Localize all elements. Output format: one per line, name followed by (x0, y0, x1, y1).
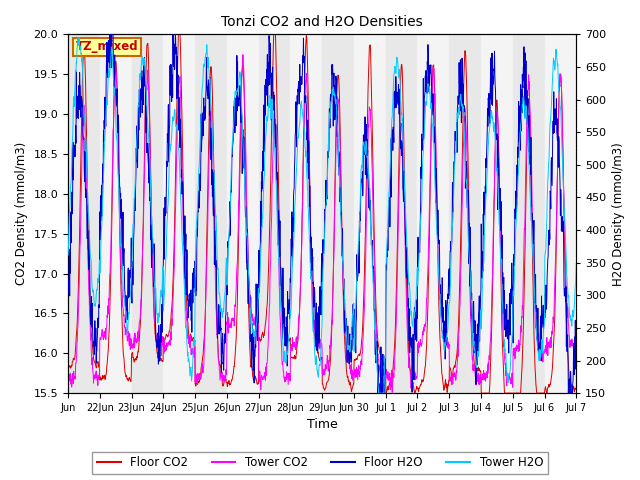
Legend: Floor CO2, Tower CO2, Floor H2O, Tower H2O: Floor CO2, Tower CO2, Floor H2O, Tower H… (92, 452, 548, 474)
Bar (513, 35, 545, 393)
Bar (132, 35, 163, 393)
Bar (481, 35, 513, 393)
Bar (291, 35, 322, 393)
Y-axis label: H2O Density (mmol/m3): H2O Density (mmol/m3) (612, 142, 625, 286)
Bar (545, 35, 576, 393)
Bar (227, 35, 259, 393)
Text: TZ_mixed: TZ_mixed (76, 40, 138, 53)
Bar (449, 35, 481, 393)
X-axis label: Time: Time (307, 419, 337, 432)
Bar (100, 35, 132, 393)
Bar (417, 35, 449, 393)
Bar (386, 35, 417, 393)
Title: Tonzi CO2 and H2O Densities: Tonzi CO2 and H2O Densities (221, 15, 423, 29)
Y-axis label: CO2 Density (mmol/m3): CO2 Density (mmol/m3) (15, 142, 28, 285)
Bar (163, 35, 195, 393)
Bar (259, 35, 291, 393)
Bar (354, 35, 386, 393)
Bar (68, 35, 100, 393)
Bar (195, 35, 227, 393)
Bar (322, 35, 354, 393)
